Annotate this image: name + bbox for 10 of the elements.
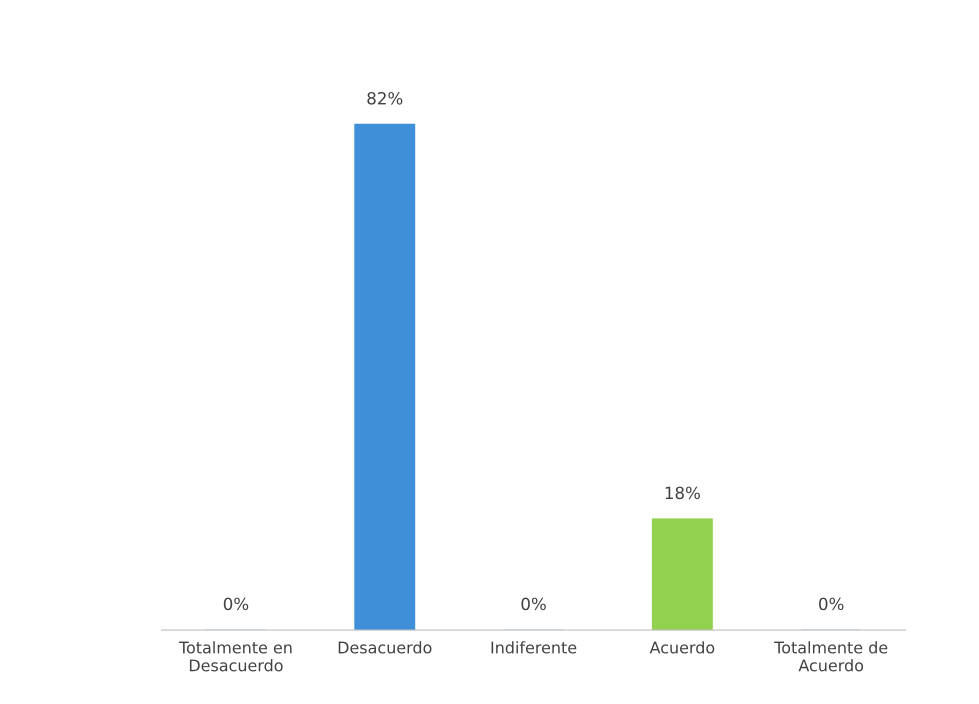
data-label: 0% — [521, 598, 546, 610]
x-tick-label: Totalmente en Desacuerdo — [178, 641, 292, 672]
x-tick-label: Totalmente de Acuerdo — [774, 641, 888, 672]
data-label: 18% — [666, 486, 700, 500]
data-label: 0% — [819, 598, 844, 610]
x-tick-label: Desacuerdo — [338, 641, 432, 654]
x-tick-label: Indiferente — [492, 641, 576, 654]
x-tick-label: Acuerdo — [650, 641, 714, 654]
data-label: 82% — [367, 92, 402, 105]
data-label: 0% — [224, 598, 248, 610]
